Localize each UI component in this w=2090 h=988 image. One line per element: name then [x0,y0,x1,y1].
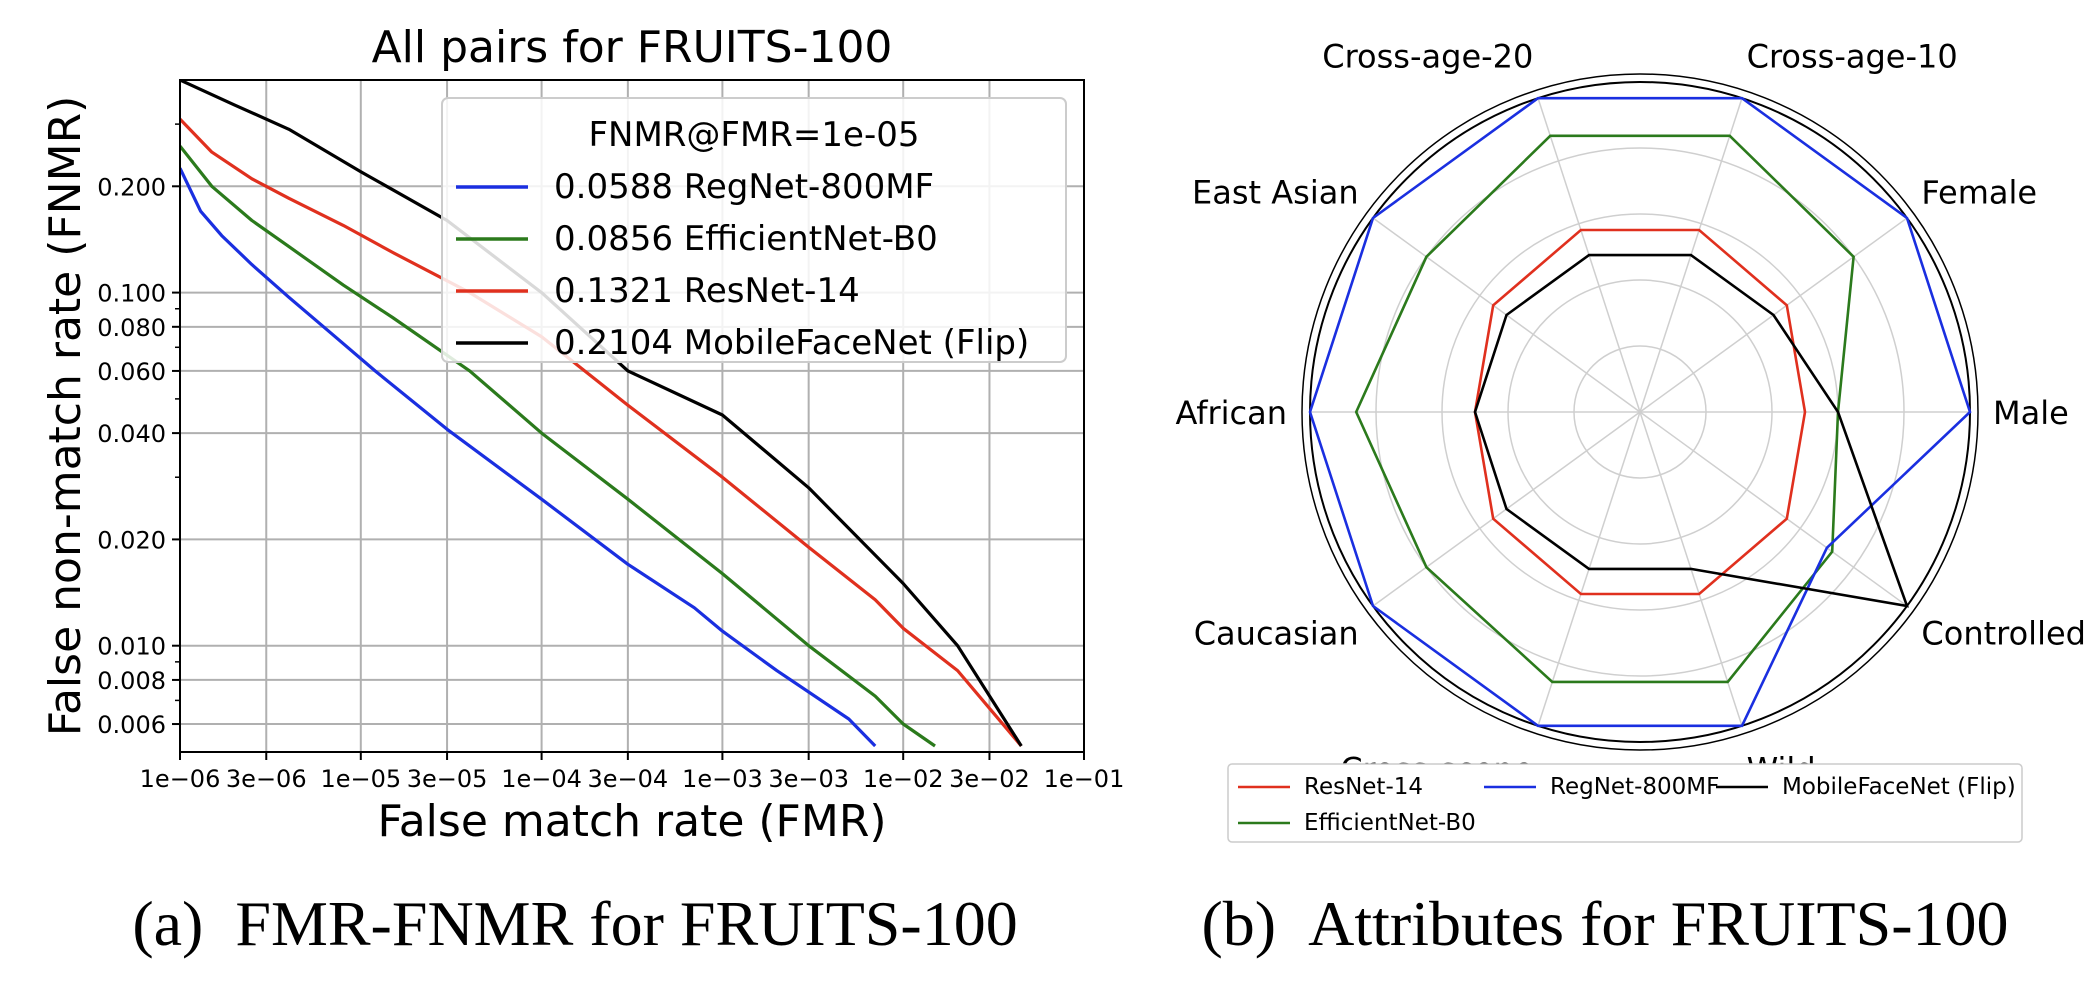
radar-legend-entry: RegNet-800MF [1550,774,1719,800]
radar-frame [1301,73,1979,751]
x-tick-label: 1e−05 [320,765,401,793]
y-tick-label: 0.008 [97,667,166,695]
caption-b: (b) Attributes for FRUITS-100 [1201,888,2008,959]
radar-axis-label: Controlled [1921,614,2086,652]
plot-frame [179,79,1085,753]
legend-entry: 0.1321 ResNet-14 [554,271,860,311]
radar-legend-box [1227,763,2023,843]
radar-series-efficientnet-b0 [1354,134,1855,684]
y-tick-label: 0.080 [97,314,166,342]
attributes-radar-chart: Male Female Cross-age-10 Cross-age-20 East A… [1175,37,2086,843]
radar-axis-label: Cross-age-10 [1747,37,1958,75]
y-tick-label: 0.010 [97,633,166,661]
y-tick-label: 0.100 [97,280,166,308]
series-line-efficientnet-b0 [180,145,936,748]
radar-axis-label: Caucasian [1194,614,1359,652]
x-tick-label: 3e−05 [407,765,488,793]
x-axis-label: False match rate (FMR) [377,796,886,847]
legend-entry: 0.2104 MobileFaceNet (Flip) [554,323,1029,363]
series-line-regnet-800mf [180,167,877,748]
legend: FNMR@FMR=1e-05 0.0588 RegNet-800MF 0.0856 … [441,97,1067,363]
y-tick-labels: 0.200 0.100 0.080 0.060 0.040 0.020 0.010 0.008… [97,123,180,739]
radar-legend-entry: EfficientNet-B0 [1304,810,1476,836]
y-axis-label: False non-match rate (FNMR) [40,96,91,737]
x-tick-label: 1e−03 [682,765,763,793]
x-tick-label: 1e−02 [863,765,944,793]
radar-series-regnet-800mf [1308,96,1972,728]
y-tick-label: 0.020 [97,526,166,554]
radar-grid [1301,73,1979,751]
legend-box [441,97,1067,363]
x-tick-label: 1e−01 [1044,765,1125,793]
x-tick-label: 3e−06 [226,765,307,793]
radar-axis-label: Male [1993,394,2069,432]
x-tick-label: 3e−03 [768,765,849,793]
fmr-fnmr-chart: FNMR@FMR=1e-05 0.0588 RegNet-800MF 0.0856 … [40,22,1124,847]
radar-series [1308,96,1972,728]
legend-title: FNMR@FMR=1e-05 [588,115,919,155]
legend-entry: 0.0856 EfficientNet-B0 [554,219,938,259]
x-tick-label: 1e−06 [140,765,221,793]
radar-axis-label: Female [1921,174,2037,212]
caption-a: (a) FMR-FNMR for FRUITS-100 [132,888,1017,959]
x-tick-label: 3e−02 [949,765,1030,793]
y-tick-label: 0.006 [97,711,166,739]
x-tick-label: 1e−04 [501,765,582,793]
radar-axis-label: East Asian [1192,174,1359,212]
radar-legend-entry: ResNet-14 [1304,774,1423,800]
chart-title: All pairs for FRUITS-100 [372,22,893,73]
radar-legend-entry: MobileFaceNet (Flip) [1782,774,2016,800]
radar-axis-label: African [1175,394,1287,432]
legend-entry: 0.0588 RegNet-800MF [554,167,934,207]
radar-series-mobilefacenet-flip- [1473,253,1909,608]
radar-axis-label: Cross-age-20 [1322,37,1533,75]
y-tick-label: 0.060 [97,358,166,386]
x-tick-label: 3e−04 [588,765,669,793]
y-tick-label: 0.040 [97,420,166,448]
radar-legend: ResNet-14 RegNet-800MF MobileFaceNet (Flip… [1227,763,2023,843]
radar-spoke [1639,411,1908,607]
x-tick-labels: 1e−06 3e−06 1e−05 3e−05 1e−04 3e−04 1e−03 3e−03… [140,752,1125,793]
y-tick-label: 0.200 [97,173,166,201]
